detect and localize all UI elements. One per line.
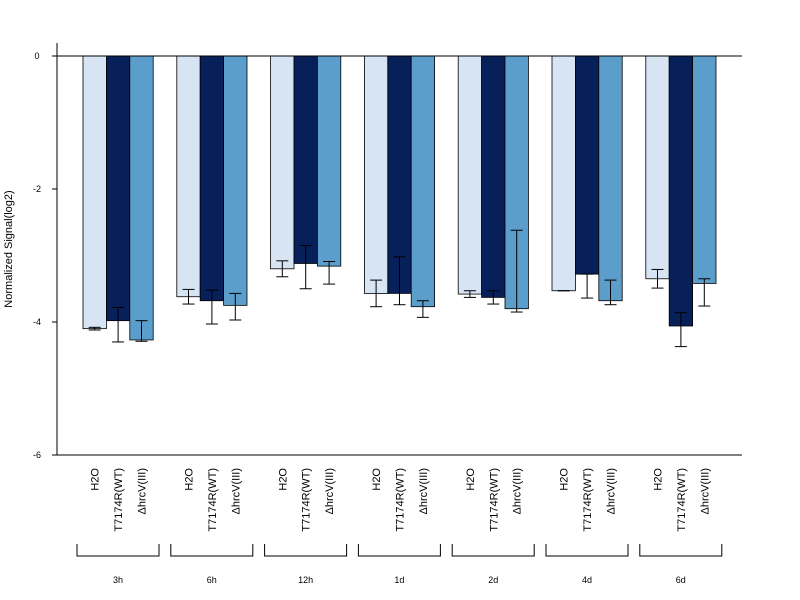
group-bracket	[76, 544, 160, 557]
bar	[82, 55, 107, 330]
category-label: T7174R(WT)	[301, 468, 313, 532]
bar	[457, 55, 483, 295]
category-label: ΔhrcV(III)	[699, 468, 711, 514]
y-axis: 0 -2 -4 -6	[33, 43, 58, 460]
group-label: 1d	[394, 575, 404, 585]
bar	[551, 55, 576, 292]
category-label: T7174R(WT)	[488, 468, 500, 532]
category-label: T7174R(WT)	[113, 468, 125, 532]
bar	[129, 55, 154, 341]
group-label: 6h	[207, 575, 217, 585]
bar	[316, 55, 342, 267]
bar	[270, 55, 295, 270]
category-label: ΔhrcV(III)	[324, 468, 336, 514]
category-label: T7174R(WT)	[395, 468, 407, 532]
category-label: H2O	[653, 468, 665, 491]
category-label: ΔhrcV(III)	[137, 468, 149, 514]
group-bracket	[264, 544, 348, 557]
bar	[199, 55, 224, 302]
category-labels: H2O T7174R(WT) ΔhrcV(III) H2O T7174R(WT) Δhrc…	[90, 468, 712, 532]
bar	[645, 55, 670, 280]
category-label: T7174R(WT)	[676, 468, 688, 532]
category-label: ΔhrcV(III)	[606, 468, 618, 514]
bar	[410, 55, 436, 308]
bar	[106, 55, 131, 322]
category-label: ΔhrcV(III)	[512, 468, 524, 514]
group-bracket	[451, 544, 535, 557]
group-label: 4d	[582, 575, 592, 585]
group-bracket	[170, 544, 254, 557]
category-label: H2O	[277, 468, 289, 491]
group-bracket	[545, 544, 629, 557]
error-bars	[88, 229, 711, 348]
bar	[575, 55, 600, 275]
y-tick-label: -6	[33, 450, 41, 460]
group-bracket	[639, 544, 723, 557]
bar	[223, 55, 248, 306]
category-label: H2O	[465, 468, 477, 491]
bar	[598, 55, 623, 302]
group-label: 12h	[298, 575, 313, 585]
group-brackets: 3h 6h 12h 1d 2d 4d 6d	[76, 544, 723, 585]
group-label: 6d	[676, 575, 686, 585]
group-bracket	[357, 544, 441, 557]
bar	[668, 55, 694, 327]
group-label: 2d	[488, 575, 498, 585]
category-label: T7174R(WT)	[582, 468, 594, 532]
category-label: T7174R(WT)	[207, 468, 219, 532]
bar	[293, 55, 318, 264]
group-label: 3h	[113, 575, 123, 585]
category-label: ΔhrcV(III)	[418, 468, 430, 514]
category-label: ΔhrcV(III)	[230, 468, 242, 514]
bar	[176, 55, 201, 298]
bar	[692, 55, 717, 284]
bar	[363, 55, 389, 294]
category-label: H2O	[371, 468, 383, 491]
bars	[82, 55, 717, 341]
y-axis-label: Normalized Signal(log2)	[3, 190, 15, 307]
category-label: H2O	[184, 468, 196, 491]
category-label: H2O	[90, 468, 102, 491]
y-tick-label: 0	[34, 51, 39, 61]
y-tick-label: -4	[33, 317, 41, 327]
category-label: H2O	[559, 468, 571, 491]
y-tick-label: -2	[33, 184, 41, 194]
bar	[481, 55, 506, 298]
